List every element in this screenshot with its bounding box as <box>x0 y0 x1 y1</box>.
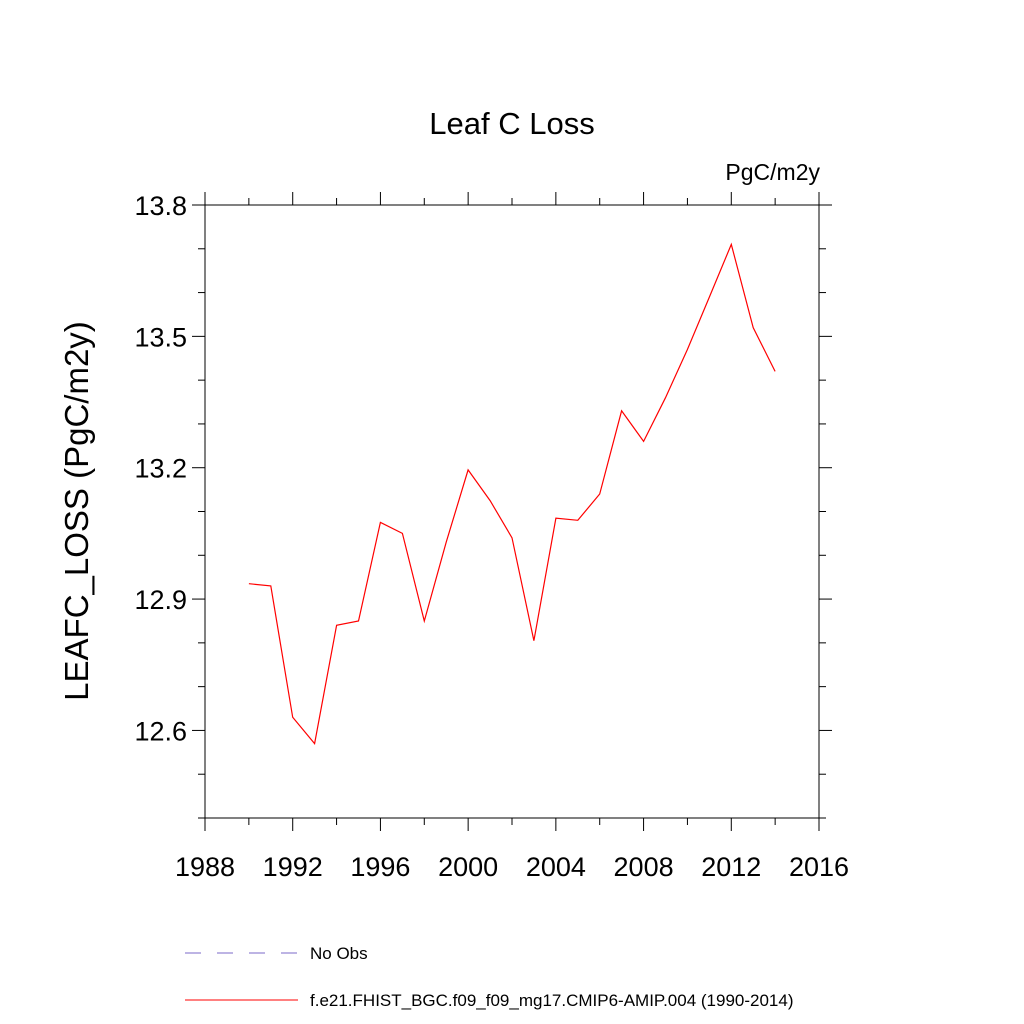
y-tick-label: 12.6 <box>134 716 187 746</box>
x-tick-label: 1996 <box>350 852 410 882</box>
legend-label: f.e21.FHIST_BGC.f09_f09_mg17.CMIP6-AMIP.… <box>310 991 794 1010</box>
x-tick-label: 1992 <box>263 852 323 882</box>
y-tick-label: 13.2 <box>134 454 187 484</box>
x-tick-label: 2016 <box>789 852 849 882</box>
y-tick-label: 12.9 <box>134 585 187 615</box>
x-tick-label: 2004 <box>526 852 586 882</box>
series-layer <box>248 242 776 745</box>
series-line <box>248 242 776 745</box>
y-axis-label: LEAFC_LOSS (PgC/m2y) <box>58 321 95 701</box>
x-tick-label: 2000 <box>438 852 498 882</box>
legend: No Obs f.e21.FHIST_BGC.f09_f09_mg17.CMIP6… <box>185 944 794 1010</box>
y-axis-ticks: 12.6 12.9 13.2 13.5 13.8 <box>134 191 832 819</box>
plot-frame <box>204 204 820 819</box>
x-tick-label: 2008 <box>614 852 674 882</box>
x-tick-label: 1988 <box>175 852 235 882</box>
legend-label: No Obs <box>310 944 368 963</box>
y-tick-label: 13.5 <box>134 322 187 352</box>
x-tick-label: 2012 <box>701 852 761 882</box>
units-label: PgC/m2y <box>725 159 820 185</box>
chart-title: Leaf C Loss <box>429 106 594 141</box>
x-axis-ticks: 1988 1992 1996 2000 2004 2008 2012 2016 <box>175 192 849 882</box>
y-tick-label: 13.8 <box>134 191 187 221</box>
